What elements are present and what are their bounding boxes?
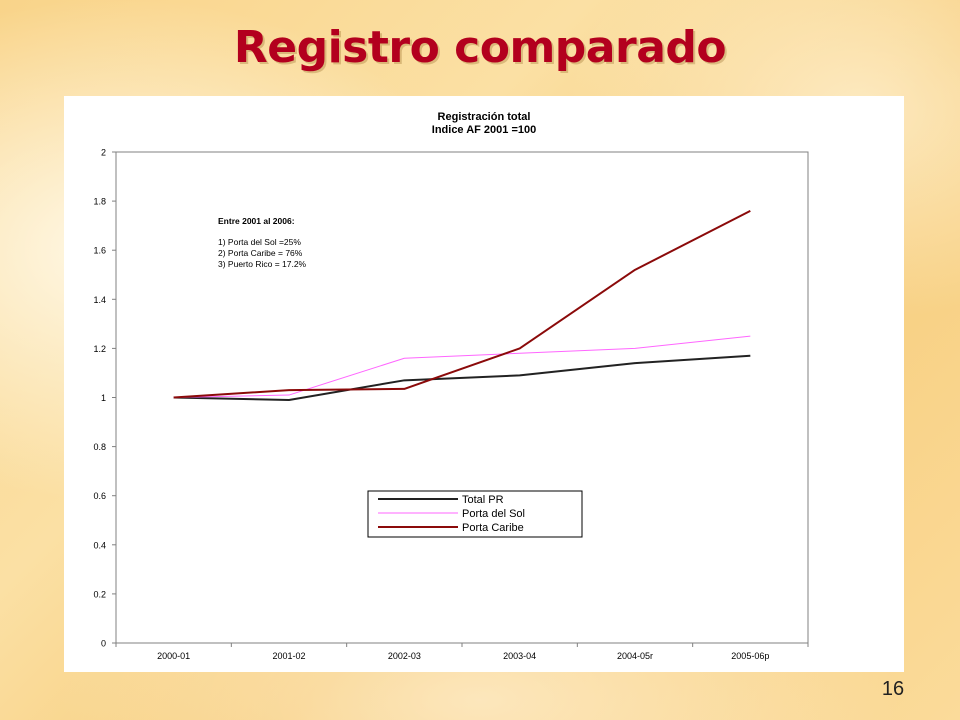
series-line-porta-del-sol [173,335,751,398]
legend-label: Total PR [462,494,504,506]
chart-panel: Registración total Indice AF 2001 =100 0… [64,96,904,672]
series-line-total-pr [173,354,751,401]
x-tick-label: 2003-04 [503,651,536,661]
y-tick-label: 0.2 [93,589,106,599]
y-tick-label: 0.8 [93,442,106,452]
x-tick-label: 2004-05r [617,651,653,661]
chart-subtitle: Indice AF 2001 =100 [432,124,536,136]
x-tick-label: 2005-06p [731,651,769,661]
y-tick-label: 1.6 [93,246,106,256]
y-tick-label: 0 [101,639,106,649]
legend-label: Porta Caribe [462,522,524,534]
y-tick-label: 1.4 [93,295,106,305]
x-tick-label: 2002-03 [388,651,421,661]
x-tick-label: 2000-01 [157,651,190,661]
line-chart: Registración total Indice AF 2001 =100 0… [93,111,809,661]
y-tick-label: 0.4 [93,540,106,550]
chart-title: Registración total [438,111,531,123]
legend-label: Porta del Sol [462,508,525,520]
y-tick-label: 0.6 [93,491,106,501]
y-tick-label: 1.2 [93,344,106,354]
slide-title: Registro comparado [233,22,727,73]
annotation-line: 3) Puerto Rico = 17.2% [218,259,307,269]
series-line-porta-caribe [173,210,751,399]
y-tick-label: 1.8 [93,197,106,207]
y-tick-label: 1 [101,393,106,403]
slide-number: 16 [881,678,905,700]
annotation-line: 1) Porta del Sol =25% [218,237,301,247]
y-tick-label: 2 [101,148,106,158]
annotation-heading: Entre 2001 al 2006: [218,216,295,226]
annotation-line: 2) Porta Caribe = 76% [218,248,303,258]
x-tick-label: 2001-02 [272,651,305,661]
